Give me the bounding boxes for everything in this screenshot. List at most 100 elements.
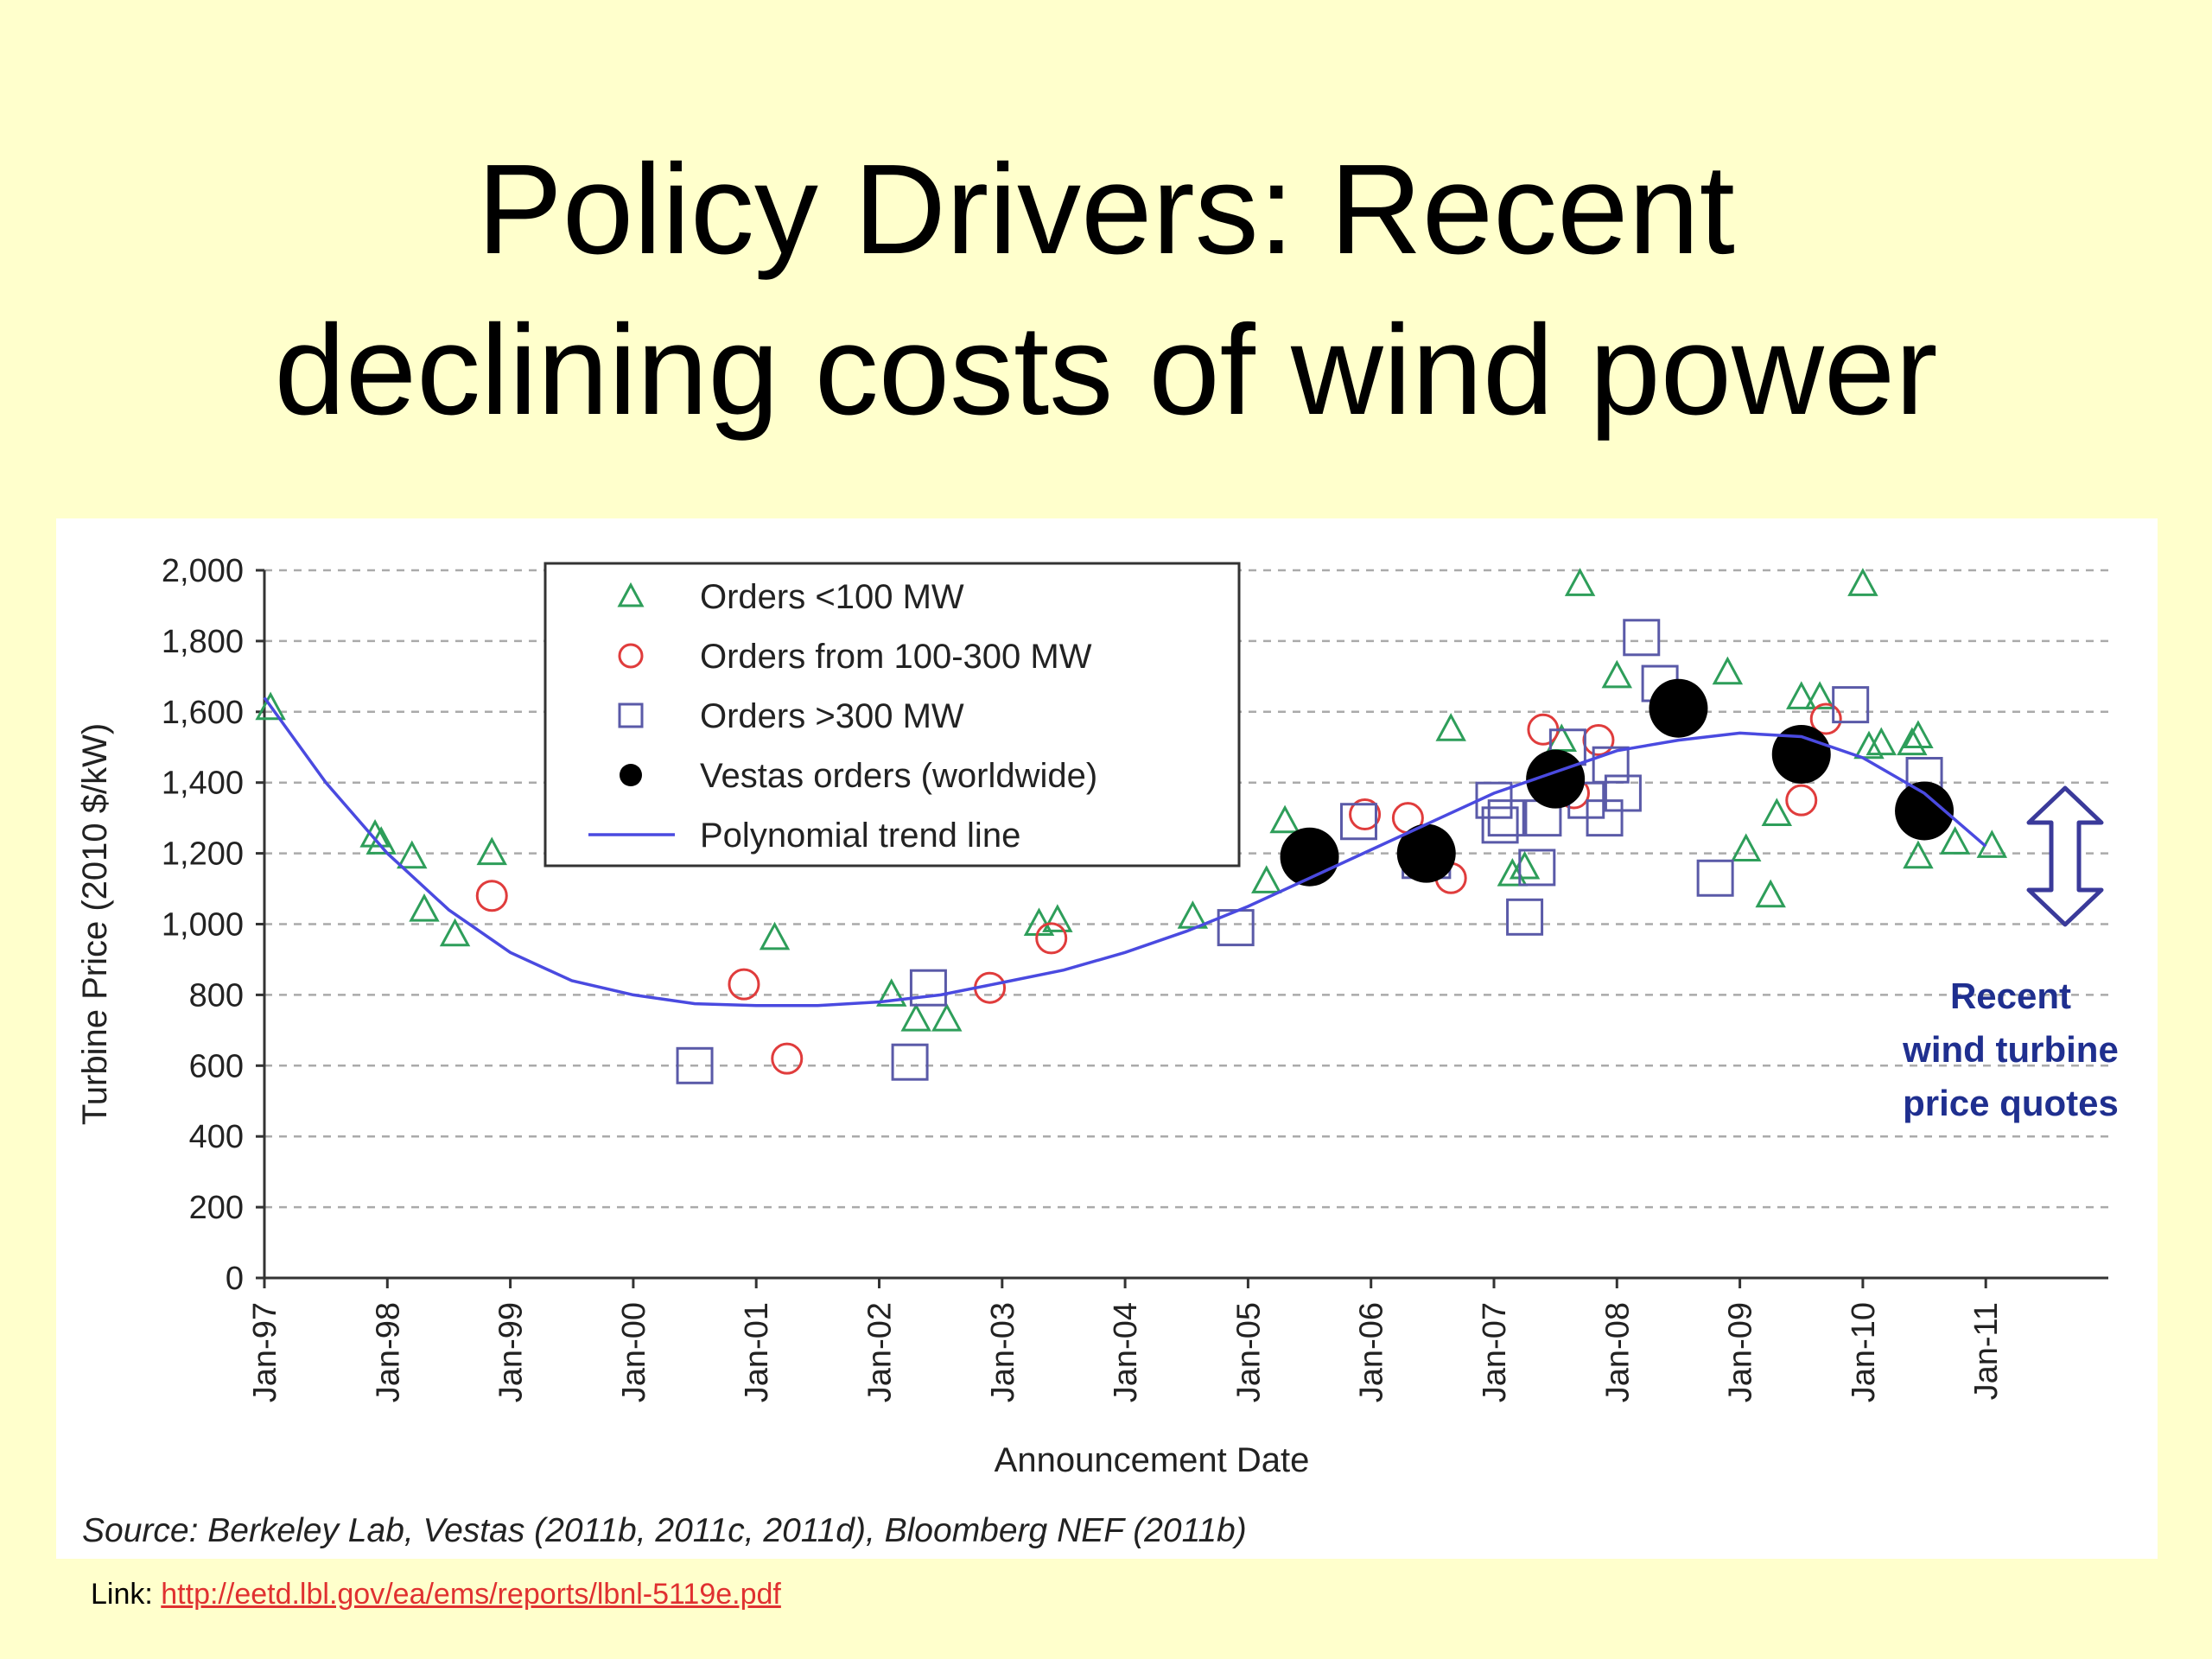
legend-label: Orders <100 MW xyxy=(700,578,964,616)
small-order-point xyxy=(397,840,428,869)
x-axis-title: Announcement Date xyxy=(995,1441,1310,1479)
report-link[interactable]: http://eetd.lbl.gov/ea/ems/reports/lbnl-… xyxy=(161,1578,781,1611)
y-tick-label: 800 xyxy=(189,977,244,1014)
small-order-point xyxy=(255,691,286,721)
annotation-line: price quotes xyxy=(1903,1083,2119,1123)
y-tick-label: 1,200 xyxy=(162,836,244,873)
small-order-point xyxy=(1866,727,1897,756)
x-tick-label: Jan-99 xyxy=(493,1302,530,1402)
large-order-point xyxy=(1604,774,1642,812)
small-order-point xyxy=(1042,904,1073,932)
y-tick-label: 0 xyxy=(226,1261,244,1297)
legend: Orders <100 MW Orders from 100-300 MW Orde… xyxy=(543,562,1241,868)
small-order-point xyxy=(476,836,507,866)
small-order-point xyxy=(1853,730,1885,760)
slide-title-line1: Policy Drivers: Recent xyxy=(477,138,1735,281)
small-order-point xyxy=(1730,833,1762,862)
small-order-point xyxy=(1497,858,1529,887)
x-tick-label: Jan-06 xyxy=(1354,1302,1390,1402)
large-order-point xyxy=(1339,803,1377,841)
y-tick-label: 1,000 xyxy=(162,907,244,944)
y-tick-label: 200 xyxy=(189,1190,244,1226)
vestas-order-point xyxy=(1771,724,1831,784)
medium-order-point xyxy=(1582,724,1615,757)
small-order-point xyxy=(759,921,791,950)
medium-order-point xyxy=(475,880,508,912)
medium-order-point xyxy=(1809,702,1842,735)
vestas-order-point xyxy=(1396,823,1456,883)
large-order-point xyxy=(909,969,947,1007)
annotation-line: wind turbine xyxy=(1902,1029,2119,1070)
y-tick-label: 1,800 xyxy=(162,624,244,660)
medium-order-point xyxy=(1349,798,1382,831)
link-line: Link: http://eetd.lbl.gov/ea/ems/reports… xyxy=(91,1578,781,1611)
medium-order-point xyxy=(1035,922,1068,955)
small-order-point xyxy=(1903,840,1934,869)
small-order-point xyxy=(876,978,907,1007)
medium-order-point xyxy=(728,968,760,1001)
small-order-point xyxy=(1601,659,1633,689)
large-order-point xyxy=(891,1043,929,1081)
small-order-point xyxy=(1564,568,1596,596)
x-tick-label: Jan-03 xyxy=(985,1302,1021,1402)
medium-order-point xyxy=(1785,784,1818,817)
legend-label: Orders from 100-300 MW xyxy=(700,638,1092,676)
link-label: Link: xyxy=(91,1578,162,1611)
x-tick-label: Jan-00 xyxy=(616,1302,652,1402)
chart-panel: 0 200 400 600 800 1,000 1,200 1,400 1,600 1,800 2,… xyxy=(56,518,2158,1559)
trend-layer xyxy=(263,696,1987,1007)
legend-label: Orders >300 MW xyxy=(700,697,964,735)
slide-title: Policy Drivers: Recent declining costs o… xyxy=(0,130,2212,451)
y-tick-label: 1,400 xyxy=(162,766,244,802)
legend-box xyxy=(543,562,1241,868)
wind-turbine-price-chart: 0 200 400 600 800 1,000 1,200 1,400 1,600 1,800 2,… xyxy=(76,553,2119,1479)
y-tick-label: 1,600 xyxy=(162,695,244,731)
small-order-point xyxy=(1786,681,1817,709)
trend-line xyxy=(263,696,1987,1007)
legend-label: Vestas orders (worldwide) xyxy=(700,757,1097,795)
y-axis-title: Turbine Price (2010 $/kW) xyxy=(76,723,114,1125)
legend-swatch-marker xyxy=(618,643,644,669)
y-tick-label: 2,000 xyxy=(162,553,244,589)
double-arrow-icon xyxy=(2026,785,2104,927)
legend-swatch-marker xyxy=(618,702,644,728)
small-order-point xyxy=(1023,907,1055,936)
small-order-point xyxy=(1712,656,1744,685)
vestas-order-point xyxy=(1649,678,1708,738)
large-order-point xyxy=(1481,806,1519,844)
large-order-point xyxy=(676,1046,714,1084)
small-order-point xyxy=(1761,798,1793,827)
large-order-point xyxy=(1506,898,1544,936)
x-tick-label: Jan-98 xyxy=(370,1302,406,1402)
small-order-point xyxy=(1897,727,1928,756)
small-order-point xyxy=(900,1002,931,1032)
legend-label: Polynomial trend line xyxy=(700,817,1020,855)
legend-swatch-marker xyxy=(617,582,645,607)
legend-swatch-marker xyxy=(620,764,642,786)
large-order-point xyxy=(1832,686,1870,724)
slide-title-line2: declining costs of wind power xyxy=(274,299,1938,442)
x-tick-label: Jan-02 xyxy=(862,1302,899,1402)
x-tick-label: Jan-11 xyxy=(1968,1302,2005,1400)
large-order-point xyxy=(1623,619,1661,657)
y-tick-label: 600 xyxy=(189,1048,244,1084)
x-tick-label: Jan-09 xyxy=(1723,1302,1759,1402)
source-note: Source: Berkeley Lab, Vestas (2011b, 201… xyxy=(82,1512,1247,1549)
small-order-point xyxy=(931,1002,963,1032)
large-order-point xyxy=(1487,799,1525,837)
small-order-point xyxy=(1251,865,1282,893)
small-order-point xyxy=(1755,879,1786,908)
small-order-point xyxy=(1269,804,1300,834)
vestas-order-point xyxy=(1526,749,1586,809)
small-order-point xyxy=(1509,850,1541,880)
x-tick-label: Jan-07 xyxy=(1477,1302,1513,1402)
small-order-point xyxy=(409,893,440,922)
medium-order-point xyxy=(771,1042,804,1075)
annotation-line: Recent xyxy=(1950,976,2071,1016)
x-tick-label: Jan-08 xyxy=(1599,1302,1636,1402)
large-order-point xyxy=(1592,746,1630,784)
vestas-order-point xyxy=(1895,781,1955,841)
annotation-layer: Recent wind turbine price quotes xyxy=(1902,785,2119,1123)
x-tick-label: Jan-04 xyxy=(1108,1302,1144,1402)
small-order-point xyxy=(1804,681,1835,709)
